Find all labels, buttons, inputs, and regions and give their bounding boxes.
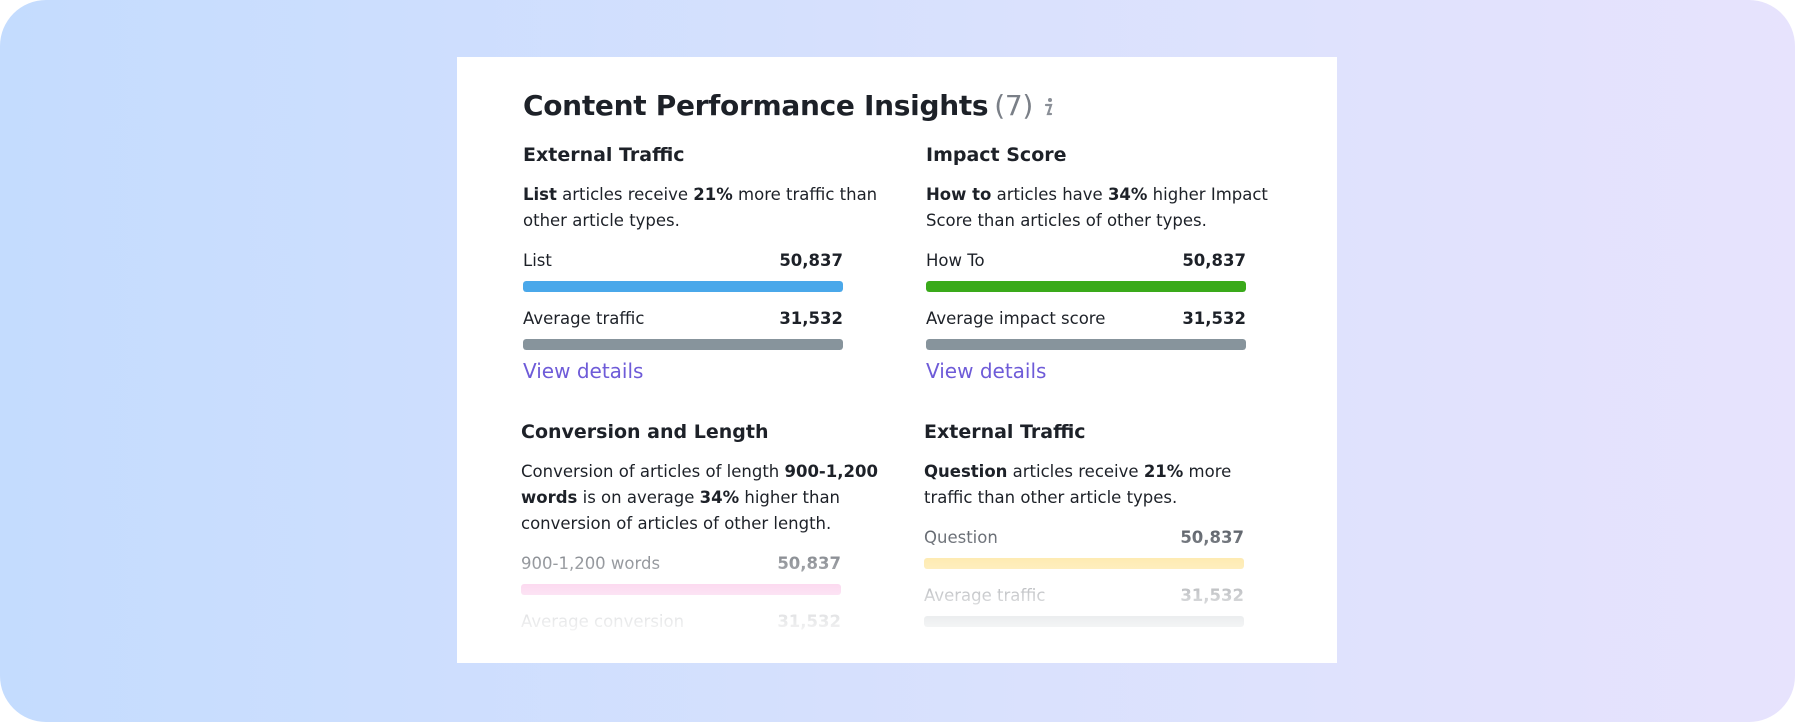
metric-header: 900-1,200 words 50,837: [521, 552, 841, 576]
metric-header: Question 50,837: [924, 526, 1244, 550]
metric-label: Average traffic: [523, 309, 645, 328]
metric-track: [926, 339, 1246, 350]
highlight-text: 34%: [1107, 185, 1148, 204]
description-text: articles receive: [1007, 462, 1144, 481]
insight-count: (7): [994, 89, 1034, 122]
metric-value: 31,532: [1182, 309, 1246, 328]
insight-card: External Traffic Question articles receiv…: [924, 419, 1254, 627]
metric-value: 50,837: [1180, 528, 1244, 547]
insight-card: External Traffic List articles receive 21…: [523, 142, 877, 383]
title-text: Content Performance Insights: [523, 89, 989, 122]
highlight-text: How to: [926, 185, 992, 204]
metric-row: Average impact score 31,532: [926, 307, 1246, 350]
metric-track: [521, 642, 841, 653]
metric-label: Question: [924, 528, 998, 547]
insights-panel: Content Performance Insights (7) External…: [457, 57, 1337, 663]
metric-value: 31,532: [1180, 586, 1244, 605]
insight-card: Impact Score How to articles have 34% hig…: [926, 142, 1268, 383]
card-heading: External Traffic: [523, 144, 685, 166]
metric-bar: [926, 339, 1246, 350]
card-description: Conversion of articles of length 900-1,2…: [521, 459, 881, 537]
metric-row: How To 50,837: [926, 249, 1246, 292]
metric-header: How To 50,837: [926, 249, 1246, 273]
metric-header: Average impact score 31,532: [926, 307, 1246, 331]
metric-row: Question 50,837: [924, 526, 1244, 569]
panel-title: Content Performance Insights (7): [523, 87, 1055, 125]
view-details-link[interactable]: View details: [926, 359, 1047, 383]
metric-bar: [521, 584, 841, 595]
highlight-text: 21%: [1143, 462, 1184, 481]
metric-track: [924, 558, 1244, 569]
card-heading: Conversion and Length: [521, 421, 769, 443]
description-text: articles have: [991, 185, 1108, 204]
metric-row: Average traffic 31,532: [924, 584, 1244, 627]
card-description: List articles receive 21% more traffic t…: [523, 182, 883, 234]
metric-bar: [924, 616, 1244, 627]
metric-label: How To: [926, 251, 985, 270]
metric-row: Average traffic 31,532: [523, 307, 843, 350]
highlight-text: 21%: [693, 185, 733, 204]
metric-header: List 50,837: [523, 249, 843, 273]
insight-card: Conversion and Length Conversion of artic…: [521, 419, 878, 653]
metric-track: [521, 584, 841, 595]
metric-label: 900-1,200 words: [521, 554, 661, 573]
metric-track: [523, 339, 843, 350]
info-icon[interactable]: [1041, 96, 1055, 118]
metric-row: Average conversion 31,532: [521, 610, 841, 653]
highlight-text: 34%: [699, 488, 740, 507]
highlight-text: 900-1,200 words: [521, 462, 878, 507]
metric-header: Average conversion 31,532: [521, 610, 841, 634]
card-heading: Impact Score: [926, 144, 1067, 166]
description-text: more traffic than other article types.: [523, 185, 878, 230]
metric-value: 50,837: [1182, 251, 1246, 270]
description-text: is on average: [577, 488, 700, 507]
description-text: higher Impact Score than articles of oth…: [926, 185, 1268, 230]
card-description: Question articles receive 21% more traff…: [924, 459, 1284, 511]
card-description: How to articles have 34% higher Impact S…: [926, 182, 1286, 234]
card-heading: External Traffic: [924, 421, 1086, 443]
metric-value: 50,837: [779, 251, 843, 270]
metric-row: 900-1,200 words 50,837: [521, 552, 841, 595]
metric-row: List 50,837: [523, 249, 843, 292]
view-details-link[interactable]: View details: [523, 359, 644, 383]
metric-bar: [926, 281, 1246, 292]
metric-bar: [523, 339, 843, 350]
metric-bar: [523, 281, 843, 292]
metric-label: List: [523, 251, 552, 270]
description-text: Conversion of articles of length: [521, 462, 785, 481]
highlight-text: Question: [924, 462, 1008, 481]
metric-label: Average traffic: [924, 586, 1046, 605]
description-text: more traffic than other article types.: [924, 462, 1232, 507]
metric-value: 31,532: [779, 309, 843, 328]
metric-header: Average traffic 31,532: [523, 307, 843, 331]
metric-track: [924, 616, 1244, 627]
metric-bar: [521, 642, 841, 653]
highlight-text: List: [523, 185, 557, 204]
metric-label: Average impact score: [926, 309, 1106, 328]
metric-track: [926, 281, 1246, 292]
metric-track: [523, 281, 843, 292]
metric-bar: [924, 558, 1244, 569]
metric-value: 50,837: [777, 554, 841, 573]
description-text: articles receive: [556, 185, 694, 204]
metric-header: Average traffic 31,532: [924, 584, 1244, 608]
metric-value: 31,532: [777, 612, 841, 631]
metric-label: Average conversion: [521, 612, 685, 631]
